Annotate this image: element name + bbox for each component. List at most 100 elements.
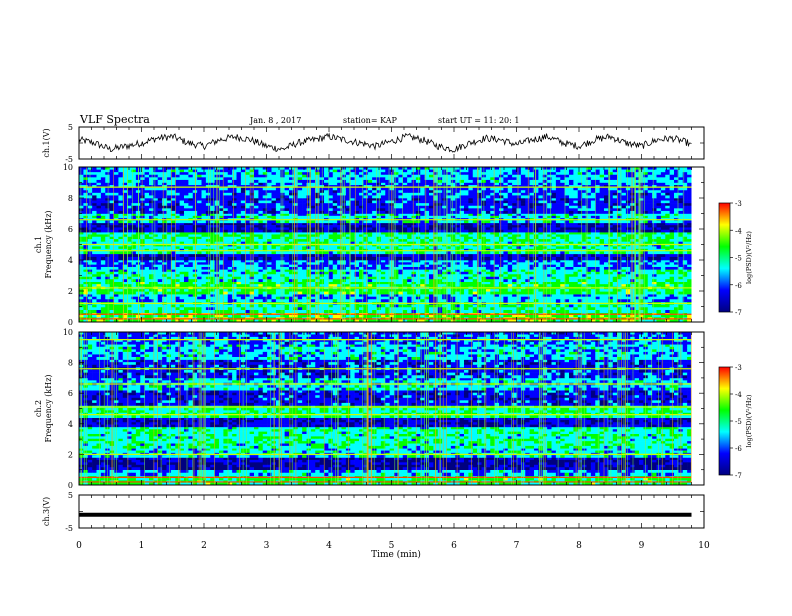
heat-cell	[608, 234, 613, 237]
heat-cell	[394, 272, 399, 275]
heat-cell	[648, 232, 653, 235]
heat-cell	[381, 279, 386, 282]
heat-cell	[83, 310, 88, 313]
heat-cell	[276, 297, 281, 300]
heat-cell	[687, 272, 692, 275]
heat-cell	[556, 237, 561, 240]
heat-cell	[346, 232, 351, 235]
heat-cell	[687, 246, 692, 249]
heat-cell	[153, 272, 158, 275]
heat-cell	[600, 265, 605, 268]
heat-cell	[118, 260, 123, 263]
heat-cell	[254, 260, 259, 263]
heat-cell	[79, 241, 84, 244]
heat-cell	[342, 234, 347, 237]
heat-cell	[517, 232, 522, 235]
heat-cell	[665, 297, 670, 300]
heat-cell	[92, 257, 97, 260]
heat-cell	[250, 260, 255, 263]
heat-cell	[363, 267, 368, 270]
heat-cell	[578, 246, 583, 249]
heat-cell	[350, 241, 355, 244]
heat-cell	[140, 237, 145, 240]
heat-cell	[425, 257, 430, 260]
heat-cell	[210, 260, 215, 263]
heat-cell	[678, 284, 683, 287]
heat-cell	[145, 307, 150, 310]
heat-cell	[538, 292, 543, 295]
heat-cell	[342, 294, 347, 297]
heat-cell	[403, 241, 408, 244]
heat-cell	[468, 289, 473, 292]
heat-cell	[118, 292, 123, 295]
heat-cell	[368, 297, 373, 300]
heat-cell	[622, 234, 627, 237]
heat-cell	[670, 294, 675, 297]
heat-cell	[368, 267, 373, 270]
heat-cell	[626, 262, 631, 265]
heat-cell	[565, 241, 570, 244]
heat-cell	[687, 260, 692, 263]
heat-cell	[377, 265, 382, 268]
heat-cell	[521, 297, 526, 300]
heat-cell	[613, 254, 618, 257]
heat-cell	[315, 272, 320, 275]
heat-cell	[215, 246, 220, 249]
heat-cell	[197, 297, 202, 300]
heat-cell	[538, 267, 543, 270]
heat-cell	[464, 305, 469, 308]
heat-cell	[530, 262, 535, 265]
heat-cell	[451, 307, 456, 310]
heat-cell	[188, 241, 193, 244]
heat-cell	[363, 260, 368, 263]
heat-cell	[215, 279, 220, 282]
heat-cell	[232, 282, 237, 285]
heat-cell	[508, 237, 513, 240]
heat-cell	[398, 294, 403, 297]
heat-cell	[232, 289, 237, 292]
heat-cell	[565, 267, 570, 270]
heat-cell	[368, 305, 373, 308]
heat-cell	[298, 310, 303, 313]
heat-cell	[162, 251, 167, 254]
heat-cell	[97, 299, 102, 302]
heat-cell	[145, 251, 150, 254]
heat-cell	[263, 265, 268, 268]
heat-cell	[678, 234, 683, 237]
heat-cell	[499, 269, 504, 272]
heat-cell	[683, 299, 688, 302]
heat-cell	[250, 292, 255, 295]
heat-cell	[398, 310, 403, 313]
heat-cell	[197, 237, 202, 240]
heat-cell	[657, 269, 662, 272]
heat-cell	[416, 279, 421, 282]
heat-cell	[665, 299, 670, 302]
heat-cell	[263, 305, 268, 308]
heat-cell	[302, 262, 307, 265]
heat-cell	[552, 292, 557, 295]
heat-cell	[565, 234, 570, 237]
heat-cell	[613, 310, 618, 313]
heat-cell	[604, 262, 609, 265]
heat-cell	[372, 277, 377, 280]
heat-cell	[665, 277, 670, 280]
heat-cell	[425, 284, 430, 287]
heat-cell	[661, 307, 666, 310]
heat-cell	[468, 279, 473, 282]
heat-cell	[556, 277, 561, 280]
heat-cell	[556, 297, 561, 300]
heat-cell	[311, 279, 316, 282]
heat-cell	[499, 232, 504, 235]
heat-cell	[503, 237, 508, 240]
heat-cell	[604, 284, 609, 287]
heat-cell	[534, 232, 539, 235]
heat-cell	[276, 289, 281, 292]
heat-cell	[350, 307, 355, 310]
heat-cell	[425, 272, 430, 275]
heat-cell	[595, 307, 600, 310]
heat-cell	[512, 254, 517, 257]
heat-cell	[180, 305, 185, 308]
heat-cell	[145, 294, 150, 297]
heat-cell	[272, 282, 277, 285]
heat-cell	[254, 237, 259, 240]
